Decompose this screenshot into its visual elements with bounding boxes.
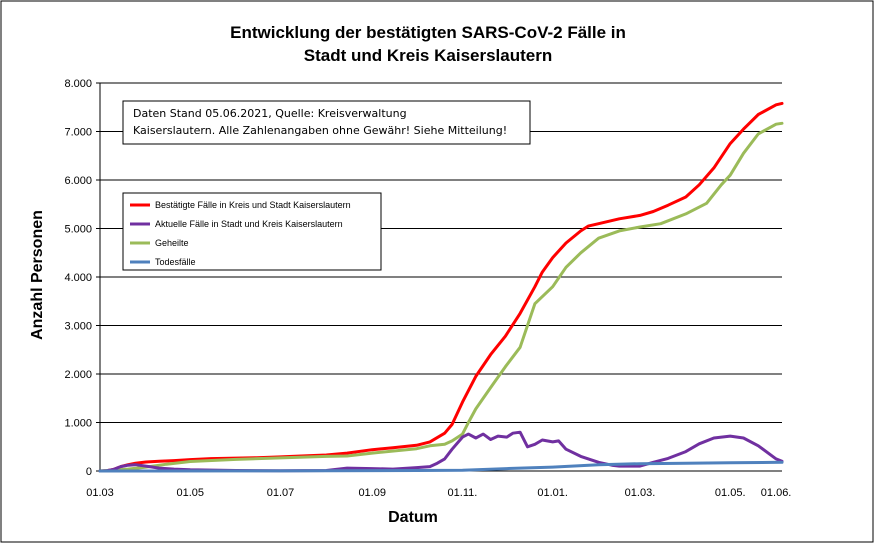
y-tick-label: 3.000 — [64, 321, 92, 333]
legend-entries: Bestätigte Fälle in Kreis und Stadt Kais… — [130, 200, 351, 267]
y-tick-labels: 0 1.000 2.000 3.000 4.000 5.000 6.000 7.000 8.00… — [64, 78, 92, 478]
series-line-1 — [98, 101, 784, 473]
x-tick-labels: 01.03 01.05 01.07 01.09 01.11. 01.01. 01.03. 01… — [86, 487, 791, 499]
chart-title-line-1: Entwicklung der bestätigten SARS-CoV-2 F… — [230, 23, 626, 42]
x-tick-label: 01.01. — [537, 487, 568, 499]
x-tick-label: 01.11. — [448, 487, 478, 499]
y-tick-label: 1.000 — [64, 418, 92, 430]
annotation-box — [122, 100, 531, 145]
series-lines — [98, 101, 784, 473]
y-tick-label: 2.000 — [64, 369, 92, 381]
legend-label: Geheilte — [155, 238, 189, 248]
y-tick-label: 4.000 — [64, 272, 92, 284]
y-tick-label: 7.000 — [64, 127, 92, 139]
x-tick-label: 01.07 — [267, 487, 295, 499]
annotation-line-2: Kaiserslautern. Alle Zahlenangaben ohne … — [133, 124, 507, 137]
y-tick-label: 6.000 — [64, 175, 92, 187]
series-line-2 — [98, 430, 784, 473]
legend-box — [122, 192, 382, 271]
x-axis-title: Datum — [388, 509, 438, 526]
x-tick-label: 01.03 — [86, 487, 114, 499]
legend-label: Bestätigte Fälle in Kreis und Stadt Kais… — [155, 200, 351, 210]
source-annotation: Daten Stand 05.06.2021, Quelle: Kreisver… — [122, 100, 531, 145]
chart-title-line-2: Stadt und Kreis Kaiserslautern — [304, 46, 552, 65]
x-tick-label: 01.06. — [761, 487, 792, 499]
legend-label: Todesfälle — [155, 257, 196, 267]
series-line-4 — [98, 460, 784, 473]
y-tick-label: 5.000 — [64, 224, 92, 236]
x-tick-label: 01.03. — [625, 487, 656, 499]
x-tick-label: 01.09 — [358, 487, 386, 499]
x-tick-label: 01.05 — [176, 487, 204, 499]
series-line-3 — [98, 121, 784, 473]
y-axis-title: Anzahl Personen — [29, 210, 46, 340]
legend-label: Aktuelle Fälle in Stadt und Kreis Kaiser… — [155, 219, 343, 229]
x-tick-label: 01.05. — [715, 487, 746, 499]
legend: Bestätigte Fälle in Kreis und Stadt Kais… — [122, 192, 382, 271]
y-tick-label: 0 — [86, 466, 92, 478]
annotation-line-1: Daten Stand 05.06.2021, Quelle: Kreisver… — [133, 107, 407, 120]
y-tick-label: 8.000 — [64, 78, 92, 90]
